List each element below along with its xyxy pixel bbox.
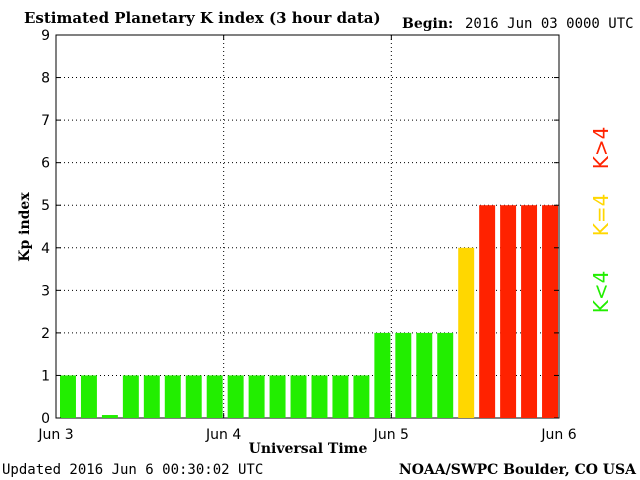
kp-bar bbox=[290, 375, 307, 418]
y-tick-label: 7 bbox=[41, 113, 50, 129]
legend-k-below-4: K<4 bbox=[589, 271, 613, 314]
y-tick-label: 0 bbox=[41, 411, 50, 427]
kp-bar bbox=[416, 332, 433, 418]
legend-k-above-4: K>4 bbox=[589, 127, 613, 170]
chart-title: Estimated Planetary K index (3 hour data… bbox=[24, 9, 381, 27]
y-tick-label: 6 bbox=[41, 156, 50, 172]
kp-bar bbox=[60, 375, 76, 418]
y-tick-label: 5 bbox=[41, 198, 50, 214]
y-tick-label: 9 bbox=[41, 28, 50, 44]
kp-bar bbox=[164, 375, 181, 418]
x-tick-label: Jun 6 bbox=[540, 427, 576, 443]
x-axis-ticks: Jun 3 Jun 4 Jun 5 Jun 6 bbox=[37, 35, 577, 443]
kp-bar bbox=[269, 375, 286, 418]
begin-value: 2016 Jun 03 0000 UTC bbox=[465, 16, 634, 32]
y-axis-label: Kp index bbox=[17, 192, 33, 262]
kp-bar bbox=[248, 375, 265, 418]
x-axis-label: Universal Time bbox=[249, 441, 368, 457]
kp-bar bbox=[332, 375, 349, 418]
kp-bar bbox=[206, 375, 223, 418]
y-tick-label: 1 bbox=[41, 368, 50, 384]
kp-bar bbox=[437, 332, 454, 418]
x-tick-label: Jun 4 bbox=[205, 427, 241, 443]
vertical-gridlines bbox=[223, 35, 392, 418]
kp-bar bbox=[542, 205, 558, 418]
y-tick-label: 3 bbox=[41, 283, 50, 299]
kp-bar bbox=[80, 375, 97, 418]
updated-timestamp: Updated 2016 Jun 6 00:30:02 UTC bbox=[2, 462, 263, 478]
y-tick-label: 4 bbox=[41, 241, 50, 257]
kp-bar bbox=[500, 205, 517, 418]
kp-bar bbox=[227, 375, 244, 418]
kp-bar bbox=[122, 375, 139, 418]
kp-bar bbox=[353, 375, 370, 418]
y-axis-ticks: 0 1 2 3 4 5 6 7 8 9 bbox=[41, 28, 559, 427]
x-tick-label: Jun 5 bbox=[373, 427, 409, 443]
kp-bar bbox=[458, 247, 475, 418]
legend-k-equal-4: K=4 bbox=[589, 194, 613, 237]
kp-bar bbox=[479, 205, 496, 418]
kp-bar bbox=[101, 415, 118, 418]
y-tick-label: 2 bbox=[41, 326, 50, 342]
y-tick-label: 8 bbox=[41, 71, 50, 87]
kp-bar bbox=[521, 205, 538, 418]
plot-frame bbox=[55, 34, 560, 419]
credit-text: NOAA/SWPC Boulder, CO USA bbox=[399, 462, 637, 478]
kp-bar bbox=[374, 332, 391, 418]
bars-group bbox=[60, 205, 558, 418]
x-tick-label: Jun 3 bbox=[37, 427, 73, 443]
begin-label: Begin: bbox=[402, 16, 453, 32]
kp-bar bbox=[311, 375, 328, 418]
kp-bar bbox=[395, 332, 412, 418]
kp-bar bbox=[185, 375, 202, 418]
kp-bar bbox=[143, 375, 160, 418]
